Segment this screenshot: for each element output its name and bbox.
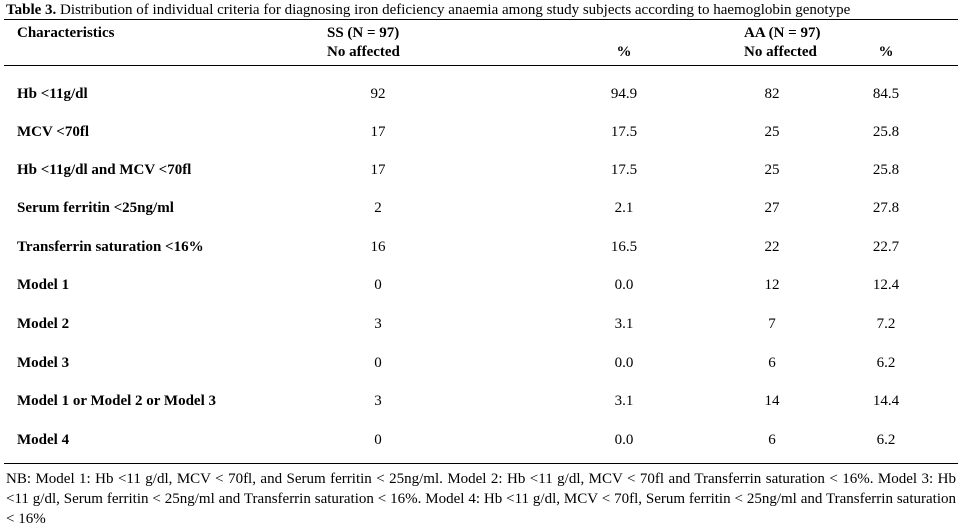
aa-count-cell: 12 [764, 277, 780, 293]
table-caption-label: Table 3. [6, 2, 57, 18]
table-bottom-rule [4, 463, 958, 464]
ss-count-cell: 17 [370, 162, 386, 178]
aa-count-cell: 7 [768, 316, 776, 332]
header-ss-pct: % [616, 44, 632, 60]
row-label: Serum ferritin <25ng/ml [17, 200, 174, 216]
aa-count-cell: 25 [764, 162, 780, 178]
ss-pct-cell: 16.5 [610, 239, 638, 255]
aa-pct-cell: 25.8 [872, 162, 900, 178]
aa-pct-cell: 7.2 [876, 316, 896, 332]
aa-count-cell: 27 [764, 200, 780, 216]
row-label: Model 2 [17, 316, 70, 332]
table-caption: Table 3. Distribution of individual crit… [6, 1, 850, 19]
ss-count-cell: 3 [374, 316, 382, 332]
row-label: Model 3 [17, 355, 70, 371]
header-aa-group: AA (N = 97) [744, 25, 821, 41]
aa-pct-cell: 12.4 [872, 277, 900, 293]
row-label: Hb <11g/dl [17, 86, 88, 102]
ss-count-cell: 17 [370, 124, 386, 140]
row-label: Hb <11g/dl and MCV <70fl [17, 162, 192, 178]
ss-pct-cell: 17.5 [610, 124, 638, 140]
aa-count-cell: 25 [764, 124, 780, 140]
ss-pct-cell: 0.0 [614, 277, 634, 293]
ss-pct-cell: 17.5 [610, 162, 638, 178]
ss-count-cell: 16 [370, 239, 386, 255]
ss-pct-cell: 0.0 [614, 355, 634, 371]
ss-count-cell: 3 [374, 393, 382, 409]
header-characteristics: Characteristics [17, 25, 115, 41]
ss-pct-cell: 3.1 [614, 393, 634, 409]
aa-count-cell: 14 [764, 393, 780, 409]
ss-count-cell: 0 [374, 432, 382, 448]
row-label: Model 1 or Model 2 or Model 3 [17, 393, 216, 409]
table-header-rule [4, 65, 958, 66]
ss-count-cell: 0 [374, 277, 382, 293]
table-caption-text: Distribution of individual criteria for … [56, 2, 851, 18]
row-label: Model 4 [17, 432, 70, 448]
header-aa-pct: % [878, 44, 894, 60]
header-ss-count: No affected [327, 44, 400, 60]
aa-pct-cell: 6.2 [876, 355, 896, 371]
aa-pct-cell: 22.7 [872, 239, 900, 255]
ss-count-cell: 92 [370, 86, 386, 102]
aa-pct-cell: 84.5 [872, 86, 900, 102]
ss-pct-cell: 3.1 [614, 316, 634, 332]
aa-pct-cell: 27.8 [872, 200, 900, 216]
aa-count-cell: 82 [764, 86, 780, 102]
header-aa-count: No affected [744, 44, 817, 60]
aa-count-cell: 22 [764, 239, 780, 255]
aa-pct-cell: 14.4 [872, 393, 900, 409]
aa-pct-cell: 6.2 [876, 432, 896, 448]
row-label: Model 1 [17, 277, 70, 293]
aa-count-cell: 6 [768, 355, 776, 371]
ss-pct-cell: 94.9 [610, 86, 638, 102]
ss-pct-cell: 2.1 [614, 200, 634, 216]
header-ss-group: SS (N = 97) [327, 25, 400, 41]
aa-count-cell: 6 [768, 432, 776, 448]
row-label: MCV <70fl [17, 124, 90, 140]
table-footnote: NB: Model 1: Hb <11 g/dl, MCV < 70fl, an… [6, 471, 956, 527]
ss-count-cell: 2 [374, 200, 382, 216]
ss-pct-cell: 0.0 [614, 432, 634, 448]
ss-count-cell: 0 [374, 355, 382, 371]
table-top-rule [4, 19, 958, 20]
aa-pct-cell: 25.8 [872, 124, 900, 140]
row-label: Transferrin saturation <16% [17, 239, 204, 255]
